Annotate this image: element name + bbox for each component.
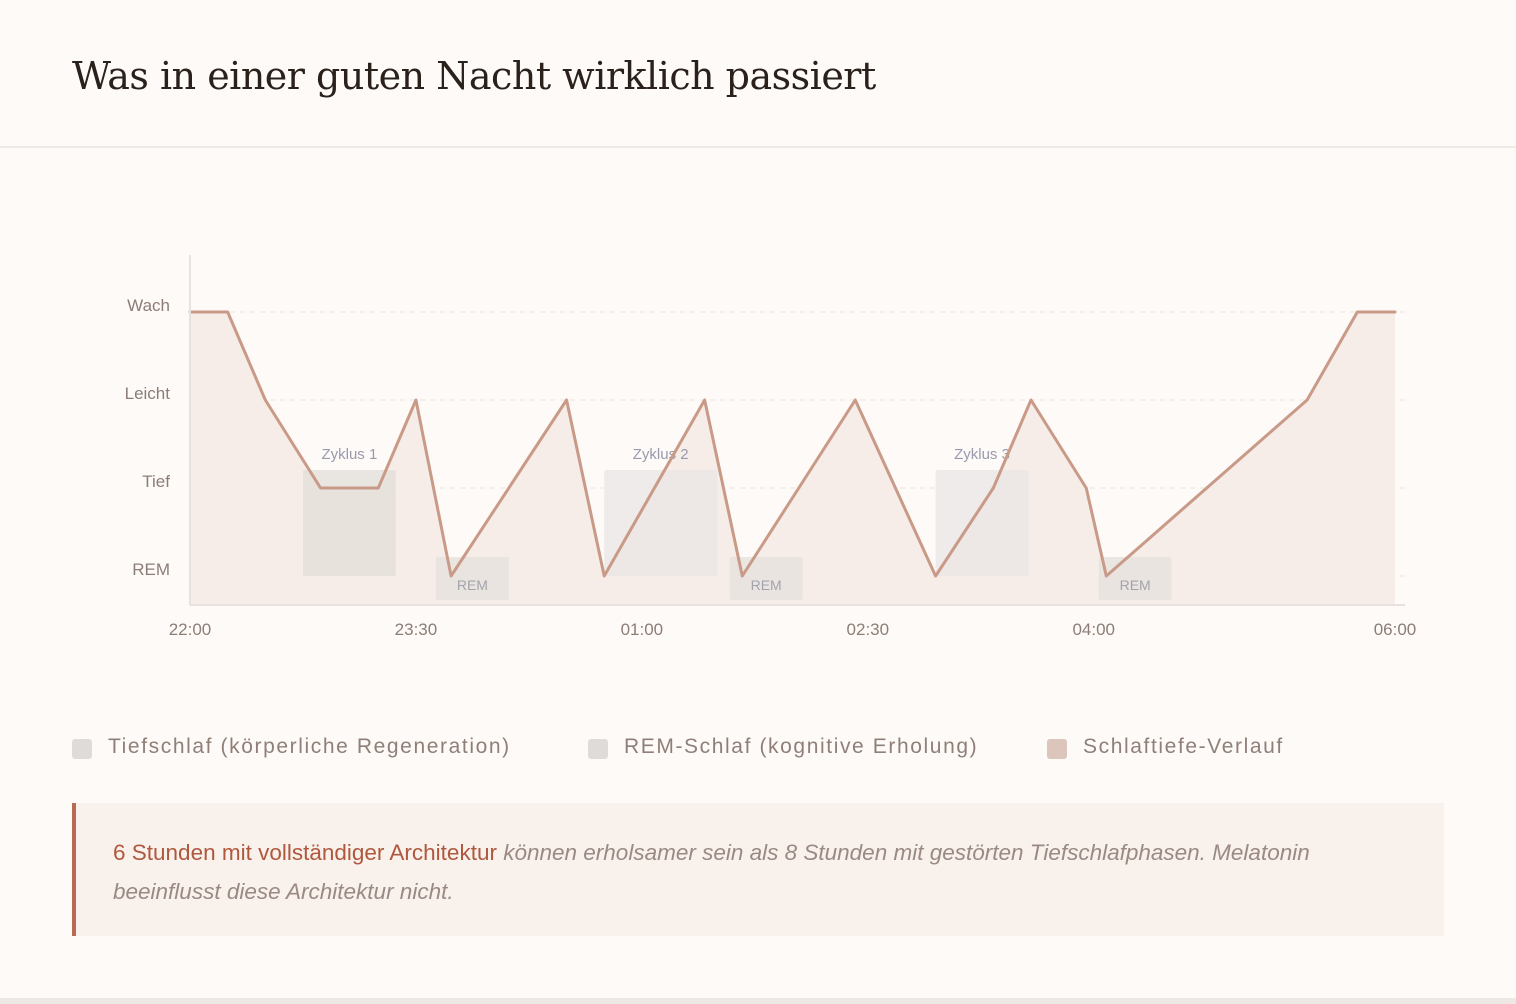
- cycle-box-3: [935, 470, 1029, 576]
- rem-box-1: [436, 557, 509, 600]
- x-tick-label-1: 23:30: [395, 620, 438, 639]
- callout-highlight: 6 Stunden mit vollständiger Architektur: [113, 840, 497, 865]
- legend-swatch-deep-sleep: [72, 739, 92, 759]
- cycle-label-1: Zyklus 1: [321, 446, 377, 463]
- y-tick-label-rem: REM: [132, 560, 170, 579]
- rem-label-2: REM: [751, 577, 782, 593]
- footer-divider: [0, 998, 1516, 1004]
- page-title: Was in einer guten Nacht wirklich passie…: [72, 54, 876, 98]
- x-tick-label-2: 01:00: [621, 620, 664, 639]
- cycle-label-3: Zyklus 3: [954, 446, 1010, 463]
- x-tick-label-5: 06:00: [1374, 620, 1417, 639]
- x-tick-label-0: 22:00: [169, 620, 212, 639]
- header: Was in einer guten Nacht wirklich passie…: [0, 0, 1516, 148]
- legend-swatch-sleep-depth: [1047, 739, 1067, 759]
- legend-label-sleep-depth: Schlaftiefe-Verlauf: [1083, 735, 1284, 758]
- sleep-depth-area: [190, 312, 1395, 605]
- y-tick-label-leicht: Leicht: [125, 384, 171, 403]
- cycle-box-2: [604, 470, 718, 576]
- legend: Tiefschlaf (körperliche Regeneration) RE…: [72, 734, 1472, 764]
- cycle-label-2: Zyklus 2: [633, 446, 689, 463]
- cycle-box-1: [302, 470, 396, 576]
- x-tick-label-4: 04:00: [1072, 620, 1115, 639]
- y-tick-label-wach: Wach: [127, 296, 170, 315]
- sleep-depth-line: [188, 310, 1397, 578]
- legend-swatch-rem-sleep: [588, 739, 608, 759]
- sleep-architecture-chart: Zyklus 1 Zyklus 2 Zyklus 3 REM REM REM Wach Lei…: [125, 255, 1417, 639]
- legend-label-deep-sleep: Tiefschlaf (körperliche Regeneration): [108, 735, 511, 758]
- callout-text: können erholsamer sein als 8 Stunden mit…: [113, 840, 1310, 904]
- legend-label-rem-sleep: REM-Schlaf (kognitive Erholung): [624, 735, 979, 758]
- rem-label-3: REM: [1120, 577, 1151, 593]
- insight-callout: 6 Stunden mit vollständiger Architektur …: [72, 803, 1444, 936]
- rem-label-1: REM: [457, 577, 488, 593]
- y-tick-label-tief: Tief: [142, 472, 170, 491]
- x-tick-label-3: 02:30: [847, 620, 890, 639]
